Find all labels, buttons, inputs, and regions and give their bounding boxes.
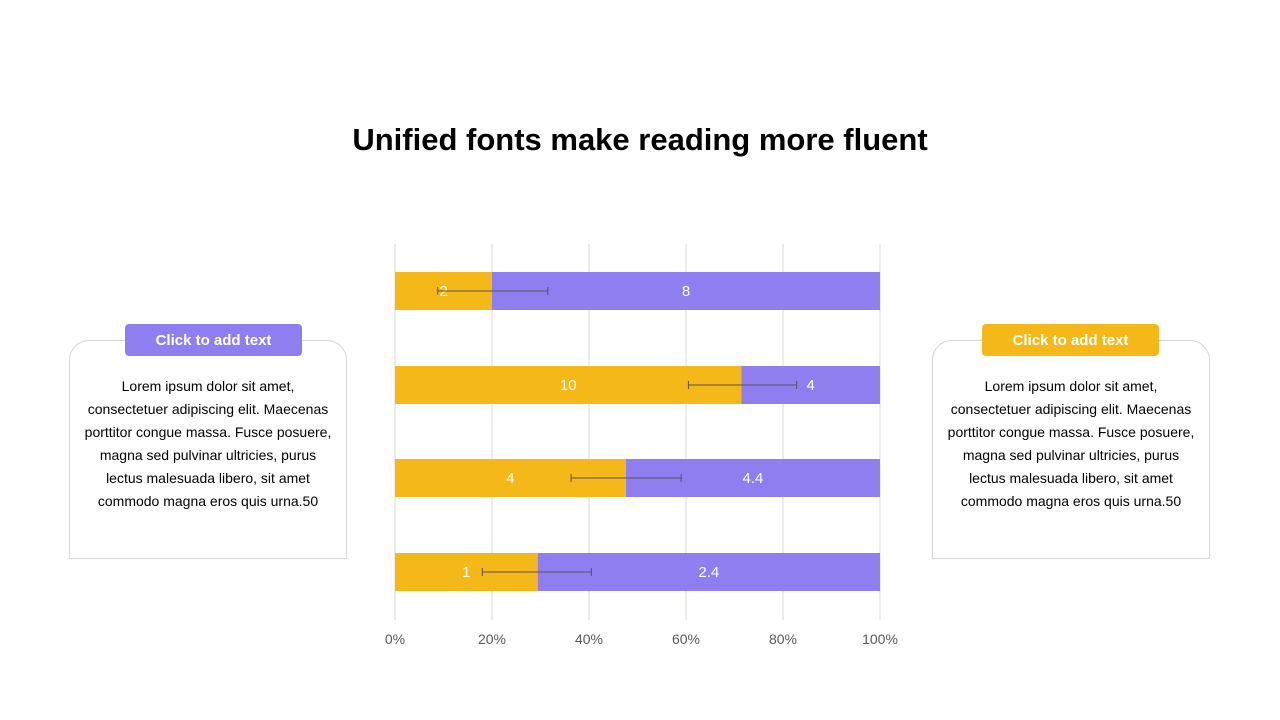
data-label: 1 — [462, 564, 470, 581]
bar-segment — [537, 553, 880, 591]
x-tick-label: 60% — [672, 631, 700, 647]
bar-segment — [395, 366, 742, 404]
right-card-tag[interactable]: Click to add text — [982, 324, 1159, 356]
right-card-body: Lorem ipsum dolor sit amet, consectetuer… — [947, 378, 1195, 509]
data-label: 10 — [560, 377, 577, 394]
data-label: 4 — [506, 470, 514, 487]
page-title: Unified fonts make reading more fluent — [352, 122, 928, 157]
data-label: 2.4 — [698, 564, 719, 581]
data-label: 4 — [807, 377, 815, 394]
left-card-body: Lorem ipsum dolor sit amet, consectetuer… — [84, 378, 332, 509]
x-tick-label: 20% — [478, 631, 506, 647]
right-text-card: Lorem ipsum dolor sit amet, consectetuer… — [932, 340, 1210, 559]
x-tick-label: 100% — [862, 631, 898, 647]
x-tick-label: 40% — [575, 631, 603, 647]
bar-segment — [492, 272, 880, 310]
left-text-card: Lorem ipsum dolor sit amet, consectetuer… — [69, 340, 347, 559]
x-tick-label: 0% — [385, 631, 405, 647]
data-label: 8 — [682, 283, 690, 300]
left-card-tag[interactable]: Click to add text — [125, 324, 302, 356]
data-label: 4.4 — [743, 470, 764, 487]
x-tick-label: 80% — [769, 631, 797, 647]
